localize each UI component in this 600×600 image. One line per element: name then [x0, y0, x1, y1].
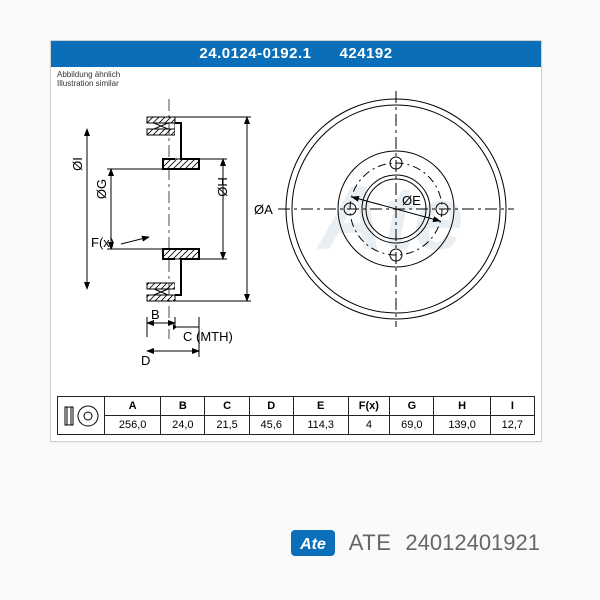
dim-I: ØI: [70, 157, 85, 171]
header-bar: 24.0124-0192.1 424192: [51, 41, 541, 67]
val-D: 45,6: [249, 416, 293, 435]
col-F: F(x): [348, 397, 390, 416]
svg-text:Ate: Ate: [299, 536, 326, 553]
spec-card: 24.0124-0192.1 424192 Abbildung ähnlich …: [50, 40, 542, 442]
technical-drawing: Ate ØA: [51, 69, 541, 369]
brake-disc-icon: [62, 401, 100, 431]
col-E: E: [293, 397, 348, 416]
dim-A: ØA: [254, 202, 273, 217]
val-F: 4: [348, 416, 390, 435]
val-B: 24,0: [161, 416, 205, 435]
footer-row: Ate ATE 24012401921: [50, 526, 540, 560]
val-H: 139,0: [434, 416, 490, 435]
table-value-row: 256,0 24,0 21,5 45,6 114,3 4 69,0 139,0 …: [58, 416, 535, 435]
table-header-row: A B C D E F(x) G H I: [58, 397, 535, 416]
header-alt-ref: 424192: [340, 45, 393, 62]
dim-G: ØG: [94, 179, 109, 199]
dim-F: F(x): [91, 235, 114, 250]
dim-H: ØH: [215, 177, 230, 197]
disc-icon-cell: [58, 397, 105, 435]
brand-label: ATE: [349, 530, 392, 556]
face-view: ØE: [278, 91, 514, 327]
val-G: 69,0: [390, 416, 434, 435]
val-E: 114,3: [293, 416, 348, 435]
header-part-ref: 24.0124-0192.1: [199, 45, 311, 62]
col-A: A: [105, 397, 161, 416]
col-I: I: [490, 397, 534, 416]
dim-E: ØE: [402, 193, 421, 208]
col-D: D: [249, 397, 293, 416]
val-C: 21,5: [205, 416, 249, 435]
ate-logo-icon: Ate: [291, 526, 335, 560]
col-B: B: [161, 397, 205, 416]
part-number: 24012401921: [405, 530, 540, 556]
col-H: H: [434, 397, 490, 416]
col-G: G: [390, 397, 434, 416]
col-C: C: [205, 397, 249, 416]
val-I: 12,7: [490, 416, 534, 435]
val-A: 256,0: [105, 416, 161, 435]
cross-section-view: ØA ØH ØG ØI F(x) B: [70, 99, 273, 368]
dim-B: B: [151, 307, 160, 322]
dim-C: C (MTH): [183, 329, 233, 344]
dimension-table: A B C D E F(x) G H I 256,0 24,0 21,5 45,…: [57, 396, 535, 435]
dim-D: D: [141, 353, 150, 368]
